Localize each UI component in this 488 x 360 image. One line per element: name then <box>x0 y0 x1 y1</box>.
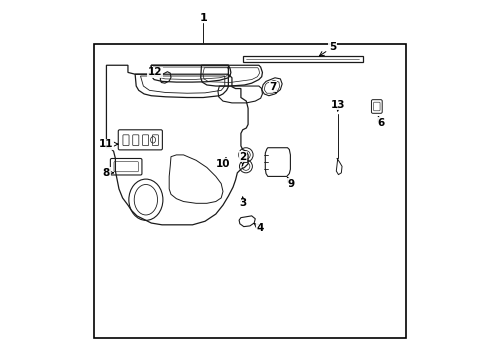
Text: 4: 4 <box>254 224 264 233</box>
Text: 5: 5 <box>319 42 335 56</box>
Text: 12: 12 <box>147 67 162 77</box>
Bar <box>94 44 405 338</box>
Text: 13: 13 <box>330 100 344 111</box>
Text: 1: 1 <box>199 13 207 23</box>
Text: 2: 2 <box>239 152 246 165</box>
Text: 11: 11 <box>99 139 118 149</box>
Text: 7: 7 <box>269 82 276 93</box>
Text: 9: 9 <box>287 177 294 189</box>
Text: 10: 10 <box>215 158 230 169</box>
Text: 8: 8 <box>102 168 113 178</box>
Text: 6: 6 <box>376 116 384 128</box>
Text: 3: 3 <box>239 197 246 208</box>
